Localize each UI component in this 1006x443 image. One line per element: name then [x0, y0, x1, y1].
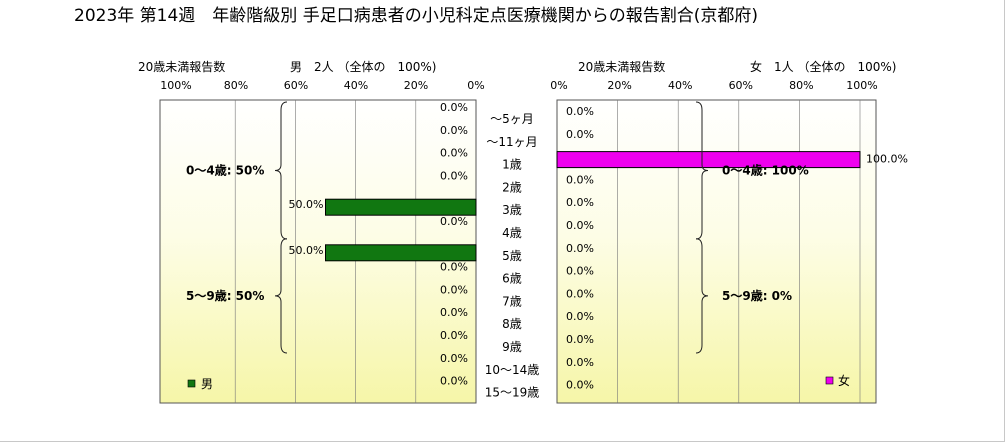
female-data-label: 0.0% — [566, 310, 594, 323]
left-group-label: 0～4歳: 50% — [186, 163, 264, 178]
legend-male-swatch — [187, 379, 196, 388]
left-group-label: 5～9歳: 50% — [186, 288, 264, 303]
female-data-label: 0.0% — [566, 287, 594, 300]
category-label: 2歳 — [502, 180, 522, 194]
category-label: 6歳 — [502, 272, 522, 286]
category-label: 1歳 — [502, 158, 522, 172]
left-tick-labels: 100% 80% 60% 40% 20% 0% — [160, 79, 484, 92]
chart-title: 2023年 第14週 年齢階級別 手足口病患者の小児科定点医療機関からの報告割合… — [74, 6, 758, 26]
male-data-label: 0.0% — [440, 306, 468, 319]
left-heading: 男 2人 （全体の 100%) — [290, 59, 436, 74]
female-data-label: 0.0% — [566, 356, 594, 369]
male-bar — [325, 198, 477, 216]
category-label: 8歳 — [502, 317, 522, 331]
right-heading: 女 1人 （全体の 100%) — [750, 59, 896, 74]
right-bars — [556, 151, 861, 169]
left-data-labels: 0.0% 0.0% 0.0% 0.0% 50.0% 0.0% 50.0% 0.0% 0.0% 0.… — [289, 101, 468, 388]
left-tick-label: 60% — [284, 79, 308, 92]
category-label: 3歳 — [502, 203, 522, 217]
female-data-label: 100.0% — [866, 153, 908, 166]
right-caption: 20歳未満報告数 — [578, 59, 665, 74]
category-label: 15～19歳 — [485, 386, 540, 400]
left-group-brace — [274, 238, 288, 354]
male-data-label: 0.0% — [440, 283, 468, 296]
left-group-braces: 0～4歳: 50% 5～9歳: 50% — [186, 101, 288, 354]
female-data-label: 0.0% — [566, 265, 594, 278]
category-label: ～5ヶ月 — [490, 112, 534, 126]
legend-female-label: 女 — [838, 373, 850, 388]
left-caption: 20歳未満報告数 — [138, 59, 225, 74]
right-gridlines — [617, 100, 861, 403]
male-data-label: 0.0% — [440, 101, 468, 114]
right-tick-label: 40% — [668, 79, 692, 92]
male-data-label: 0.0% — [440, 124, 468, 137]
right-tick-labels: 0% 20% 40% 60% 80% 100% — [550, 79, 877, 92]
male-data-label: 0.0% — [440, 261, 468, 274]
category-label: ～11ヶ月 — [486, 135, 537, 149]
female-data-label: 0.0% — [566, 196, 594, 209]
legend-male-label: 男 — [201, 377, 213, 391]
right-data-labels: 0.0% 0.0% 100.0% 0.0% 0.0% 0.0% 0.0% 0.0% 0.0% 0.… — [566, 105, 908, 392]
category-label: 7歳 — [502, 294, 522, 308]
right-group-braces: 0～4歳: 100% 5～9歳: 0% — [695, 101, 809, 354]
male-data-label: 0.0% — [440, 329, 468, 342]
right-plot-area — [556, 99, 877, 404]
right-tick-label: 60% — [729, 79, 753, 92]
female-bar — [556, 151, 861, 169]
male-bar — [325, 244, 477, 262]
male-data-label: 50.0% — [289, 244, 324, 257]
left-tick-label: 80% — [224, 79, 248, 92]
left-group-brace — [274, 101, 288, 240]
female-data-label: 0.0% — [566, 173, 594, 186]
category-labels: ～5ヶ月 ～11ヶ月 1歳 2歳 3歳 4歳 5歳 6歳 7歳 8歳 9歳 10～14歳 15～19歳 — [485, 112, 540, 400]
right-tick-label: 80% — [789, 79, 813, 92]
female-data-label: 0.0% — [566, 128, 594, 141]
right-tick-label: 20% — [607, 79, 631, 92]
male-data-label: 0.0% — [440, 169, 468, 182]
male-data-label: 0.0% — [440, 352, 468, 365]
category-label: 9歳 — [502, 340, 522, 354]
left-tick-label: 0% — [467, 79, 484, 92]
male-data-label: 0.0% — [440, 147, 468, 160]
right-group-label: 0～4歳: 100% — [722, 163, 809, 178]
right-tick-label: 100% — [846, 79, 877, 92]
legend-female-swatch — [825, 376, 834, 385]
female-data-label: 0.0% — [566, 219, 594, 232]
category-label: 4歳 — [502, 226, 522, 240]
left-tick-label: 20% — [404, 79, 428, 92]
female-data-label: 0.0% — [566, 242, 594, 255]
left-tick-label: 100% — [160, 79, 191, 92]
right-group-brace — [695, 101, 709, 240]
right-group-label: 5～9歳: 0% — [722, 288, 792, 303]
female-data-label: 0.0% — [566, 105, 594, 118]
category-label: 10～14歳 — [485, 363, 540, 377]
category-label: 5歳 — [502, 249, 522, 263]
left-bars — [325, 198, 477, 262]
right-group-brace — [695, 238, 709, 354]
female-data-label: 0.0% — [566, 333, 594, 346]
male-data-label: 0.0% — [440, 375, 468, 388]
male-data-label: 0.0% — [440, 215, 468, 228]
female-data-label: 0.0% — [566, 379, 594, 392]
right-tick-label: 0% — [550, 79, 567, 92]
male-data-label: 50.0% — [289, 198, 324, 211]
left-tick-label: 40% — [344, 79, 368, 92]
